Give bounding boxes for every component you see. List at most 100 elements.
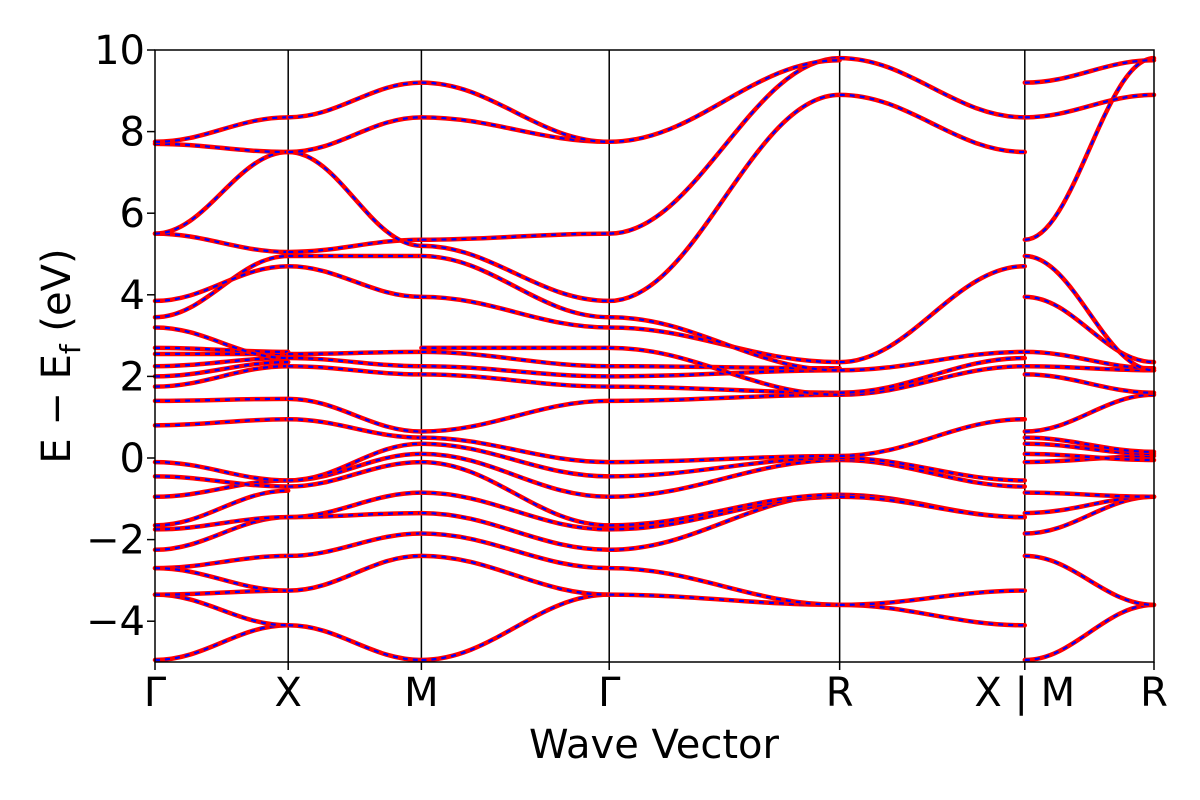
band-line-blue-dashed	[839, 495, 1025, 519]
band-line-red	[285, 80, 424, 120]
band-line-red	[606, 55, 842, 236]
band-line-blue-dashed	[609, 385, 840, 394]
band-line-blue-dashed	[1024, 442, 1155, 456]
y-axis-label-unit: (eV)	[34, 248, 80, 344]
band-line-blue-dashed	[421, 232, 610, 241]
band-line-blue-dashed	[154, 326, 289, 360]
x-tick-label: M	[404, 670, 439, 716]
band-line-blue-dashed	[421, 460, 610, 527]
band-line-blue-dashed	[609, 458, 840, 498]
band-line-blue-dashed	[839, 458, 1025, 488]
band-line-red	[152, 396, 291, 404]
band-line-blue-dashed	[288, 265, 422, 298]
band-line-red	[152, 592, 291, 628]
band-line-blue-dashed	[421, 116, 610, 143]
band-line-blue-dashed	[154, 489, 289, 527]
band-line-red	[285, 355, 424, 369]
band-line-blue-dashed	[839, 93, 1025, 154]
band-line-blue-dashed	[609, 567, 840, 606]
band-line-red	[419, 553, 612, 597]
y-tick-label: 4	[120, 273, 145, 319]
band-line-red	[152, 115, 291, 145]
band-line-red	[152, 231, 291, 255]
band-line-red	[419, 441, 612, 479]
y-tick-label: 10	[94, 28, 145, 74]
band-line-blue-dashed	[154, 593, 289, 627]
y-axis-label-main: E − E	[34, 354, 80, 464]
x-tick-label: X	[274, 670, 301, 716]
band-line-blue-dashed	[609, 326, 840, 364]
y-axis-label: E − Ef (eV)	[34, 248, 87, 463]
y-tick-label: 8	[120, 110, 145, 156]
band-line-blue-dashed	[609, 365, 840, 370]
x-axis-label: Wave Vector	[529, 722, 780, 768]
band-line-red	[152, 623, 291, 663]
band-line-blue-dashed	[421, 254, 610, 319]
band-line-red	[419, 253, 612, 320]
band-line-blue-dashed	[609, 454, 840, 464]
band-line-red	[837, 92, 1028, 155]
band-line-red	[1022, 392, 1157, 434]
band-line-blue-dashed	[839, 356, 1025, 394]
band-line-blue-dashed	[609, 316, 840, 372]
band-line-blue-dashed	[609, 346, 840, 396]
band-line-red	[152, 514, 291, 532]
band-line-red	[152, 345, 291, 355]
band-line-red	[837, 263, 1028, 365]
band-line-red	[152, 359, 291, 379]
band-line-blue-dashed	[421, 373, 610, 388]
band-line-blue-dashed	[839, 589, 1025, 606]
band-line-blue-dashed	[288, 397, 422, 433]
band-line-blue-dashed	[421, 436, 610, 464]
x-tick-label: R	[826, 670, 854, 716]
band-line-blue-dashed	[609, 393, 840, 402]
band-line-blue-dashed	[839, 456, 1025, 482]
band-line-red	[419, 243, 612, 304]
band-line-red	[152, 553, 291, 571]
band-line-blue-dashed	[1024, 491, 1155, 498]
band-line-red	[419, 451, 612, 500]
band-line-blue-dashed	[421, 81, 610, 143]
y-axis-label-sub: f	[54, 343, 87, 354]
band-line-blue-dashed	[288, 624, 422, 662]
band-line-red	[419, 531, 612, 571]
band-line-blue-dashed	[839, 418, 1025, 458]
x-axis-ticks: Γ X M Γ R X | M R	[144, 662, 1168, 716]
band-line-blue-dashed	[154, 254, 289, 319]
band-line-red	[285, 263, 424, 300]
band-line-blue-dashed	[609, 456, 840, 478]
band-line-blue-dashed	[421, 244, 610, 303]
x-tick-label: X | M	[974, 670, 1075, 716]
band-line-blue-dashed	[288, 442, 422, 482]
band-line-red	[1022, 55, 1157, 242]
y-tick-label: 2	[120, 354, 145, 400]
band-line-red	[285, 490, 424, 520]
y-tick-label: −2	[86, 518, 145, 564]
band-line-blue-dashed	[288, 150, 422, 247]
band-line-blue-dashed	[609, 57, 840, 235]
band-line-red	[285, 349, 424, 357]
band-line-blue-dashed	[154, 265, 289, 303]
y-axis-ticks: −4 −2 0 2 4 6 8 10	[86, 28, 155, 645]
band-line-blue-dashed	[609, 59, 840, 143]
band-line-red	[419, 490, 612, 532]
band-line-blue-dashed	[154, 624, 289, 662]
band-line-red	[1022, 372, 1157, 395]
band-line-blue-dashed	[1024, 603, 1155, 662]
band-line-red	[285, 623, 424, 663]
band-lines	[152, 55, 1157, 663]
band-line-blue-dashed	[421, 350, 610, 368]
band-line-red	[152, 141, 291, 155]
band-line-red	[419, 510, 612, 553]
band-line-red	[152, 459, 291, 483]
band-line-red	[285, 531, 424, 559]
x-tick-label: Γ	[598, 670, 621, 716]
y-tick-label: −4	[86, 599, 145, 645]
band-line-blue-dashed	[154, 150, 289, 235]
band-line-red	[419, 80, 612, 145]
y-tick-label: 0	[120, 436, 145, 482]
band-line-blue-dashed	[609, 369, 840, 378]
band-line-blue-dashed	[609, 93, 840, 303]
y-tick-label: 6	[120, 191, 145, 237]
